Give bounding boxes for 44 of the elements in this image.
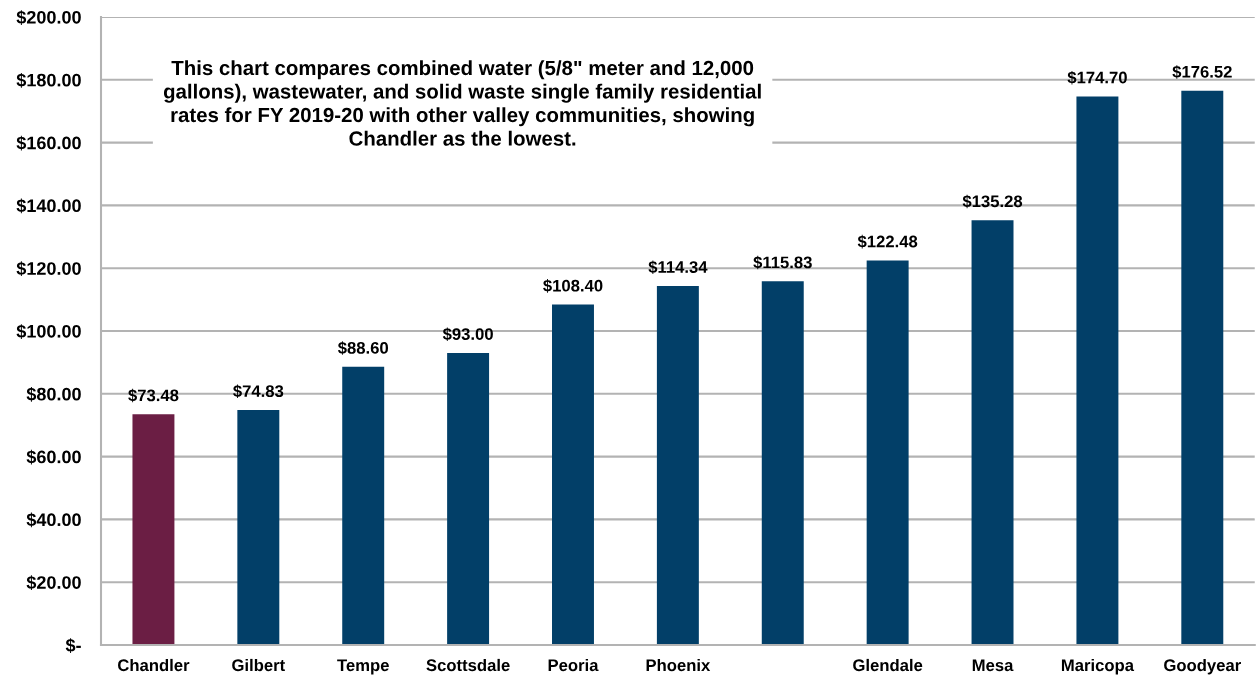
y-tick-label: $40.00 — [26, 512, 81, 528]
y-tick-label: $100.00 — [16, 324, 81, 339]
y-tick-label: $200.00 — [16, 10, 81, 25]
x-tick-label: Maricopa — [1061, 658, 1135, 675]
x-tick-label: Scottsdale — [426, 658, 510, 672]
x-tick-label: Chandler — [118, 658, 190, 672]
y-tick-label: $180.00 — [16, 72, 81, 88]
x-tick-label: Glendale — [853, 658, 923, 672]
data-label: $122.48 — [857, 234, 918, 249]
x-tick-label: Tempe — [337, 659, 389, 675]
y-tick-label: $- — [65, 638, 81, 653]
data-label: $74.83 — [233, 384, 284, 399]
annotation: This chart compares combined water (5/8" meter and 12,000 gallons), wastewater, and solid waste single family residential rates for FY 2019-20 with other valley communities, showing Chandler as the lowest. — [163, 60, 761, 146]
bar — [1076, 96, 1119, 645]
data-label: $73.48 — [128, 388, 179, 403]
y-tick-label: $140.00 — [16, 198, 81, 214]
bar — [656, 285, 699, 645]
data-label: $135.28 — [962, 194, 1023, 209]
bar — [237, 410, 280, 645]
x-tick-label: Phoenix — [646, 658, 711, 672]
x-tick-label: Peoria — [548, 658, 599, 672]
bar — [342, 366, 385, 645]
bar — [447, 352, 490, 645]
data-label: $174.70 — [1067, 70, 1127, 85]
bar — [971, 220, 1014, 645]
data-label: $114.34 — [648, 260, 708, 275]
data-label: $93.00 — [442, 327, 493, 342]
data-label: $108.40 — [543, 279, 603, 293]
bar — [761, 281, 804, 645]
data-label: $88.60 — [337, 341, 389, 355]
bar — [132, 414, 175, 645]
x-tick-label: Mesa — [972, 659, 1014, 672]
bar — [1181, 90, 1224, 645]
x-tick-label: Goodyear — [1164, 658, 1241, 675]
y-tick-label: $60.00 — [26, 449, 81, 465]
bar — [866, 260, 909, 645]
y-tick-label: $120.00 — [16, 261, 81, 277]
data-label: $115.83 — [753, 255, 812, 270]
data-label: $176.52 — [1172, 65, 1232, 79]
y-tick-label: $20.00 — [26, 575, 81, 591]
bar — [552, 304, 594, 645]
y-tick-label: $80.00 — [26, 386, 81, 402]
y-tick-label: $160.00 — [16, 135, 81, 151]
x-tick-label: Gilbert — [232, 658, 285, 672]
